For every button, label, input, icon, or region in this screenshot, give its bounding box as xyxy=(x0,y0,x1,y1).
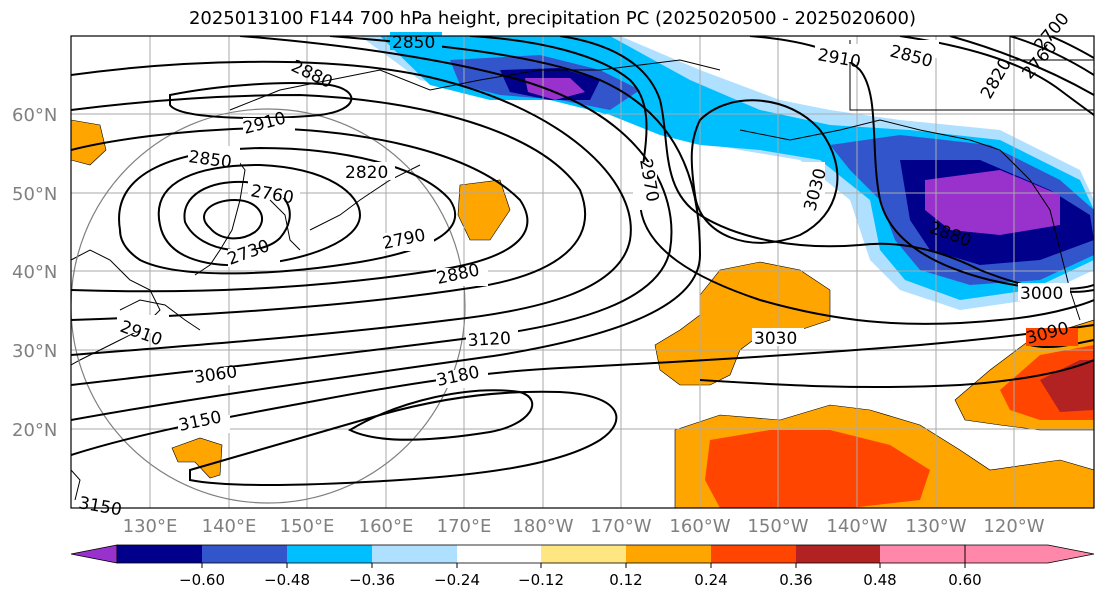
coastlines xyxy=(71,36,1094,501)
colorbar-bin xyxy=(541,545,626,563)
latitude-labels: 60°N 50°N 40°N 30°N 20°N xyxy=(12,105,57,441)
contour-label: 3120 xyxy=(467,329,511,351)
lon-label: 130°W xyxy=(905,516,966,537)
height-contours xyxy=(71,36,1094,486)
precip-positive-red-1 xyxy=(705,430,930,508)
graticule xyxy=(71,36,1094,508)
lat-label: 30°N xyxy=(12,341,57,362)
colorbar-tick-label: 0.60 xyxy=(948,571,981,589)
colorbar-tick-label: −0.48 xyxy=(264,571,310,589)
precip-positive-orange-1 xyxy=(457,179,511,241)
colorbar-bin xyxy=(202,545,287,563)
colorbar-bin xyxy=(711,545,796,563)
longitude-labels: 130°E 140°E 150°E 160°E 170°E 180°W 170°… xyxy=(123,516,1045,537)
lat-label: 40°N xyxy=(12,262,57,283)
lon-label: 140°E xyxy=(202,516,257,537)
colorbar-arrow-left xyxy=(70,544,118,564)
colorbar-tick-label: −0.12 xyxy=(518,571,564,589)
precip-positive-darkred xyxy=(1040,360,1094,412)
contour-label: 3030 xyxy=(754,329,797,349)
lat-label: 20°N xyxy=(12,420,57,441)
colorbar-tick-label: −0.36 xyxy=(349,571,395,589)
colorbar-bin xyxy=(626,545,711,563)
lon-label: 160°E xyxy=(359,516,414,537)
lon-label: 150°W xyxy=(747,516,808,537)
lat-label: 60°N xyxy=(12,105,57,126)
map-frame xyxy=(70,35,1095,509)
precip-negative-purple xyxy=(525,78,1060,235)
precip-positive-orange-6 xyxy=(171,437,223,479)
lon-label: 130°E xyxy=(123,516,178,537)
colorbar-bin xyxy=(372,545,457,563)
chart-title: 2025013100 F144 700 hPa height, precipit… xyxy=(188,8,917,29)
lon-label: 120°W xyxy=(983,516,1044,537)
lat-label: 50°N xyxy=(12,184,57,205)
colorbar-tick-label: −0.24 xyxy=(434,571,480,589)
precip-positive-orange-5 xyxy=(71,119,107,166)
lon-label: 150°E xyxy=(280,516,335,537)
lon-label: 180°W xyxy=(512,516,573,537)
contour-label: 2820 xyxy=(345,163,388,183)
lon-label: 140°W xyxy=(826,516,887,537)
colorbar-tick-label: −0.60 xyxy=(179,571,225,589)
lon-label: 170°W xyxy=(590,516,651,537)
contour-label: 3000 xyxy=(1020,284,1063,304)
lon-label: 160°W xyxy=(669,516,730,537)
colorbar-bin xyxy=(457,545,541,563)
precip-shading xyxy=(71,36,1094,508)
colorbar-bin xyxy=(287,545,372,563)
colorbar-tick-label: 0.12 xyxy=(609,571,642,589)
contour-label: 2850 xyxy=(392,33,435,53)
colorbar: −0.60 −0.48 −0.36 −0.24 −0.12 0.12 0.24 … xyxy=(70,544,1095,589)
colorbar-tick-label: 0.36 xyxy=(779,571,812,589)
lon-label: 170°E xyxy=(437,516,492,537)
colorbar-bin xyxy=(796,545,880,563)
colorbar-bin xyxy=(880,545,965,563)
colorbar-tick-label: 0.48 xyxy=(863,571,896,589)
colorbar-tick-label: 0.24 xyxy=(694,571,727,589)
range-ring xyxy=(71,108,466,504)
colorbar-bin xyxy=(117,545,202,563)
colorbar-arrow-right xyxy=(964,544,1095,564)
